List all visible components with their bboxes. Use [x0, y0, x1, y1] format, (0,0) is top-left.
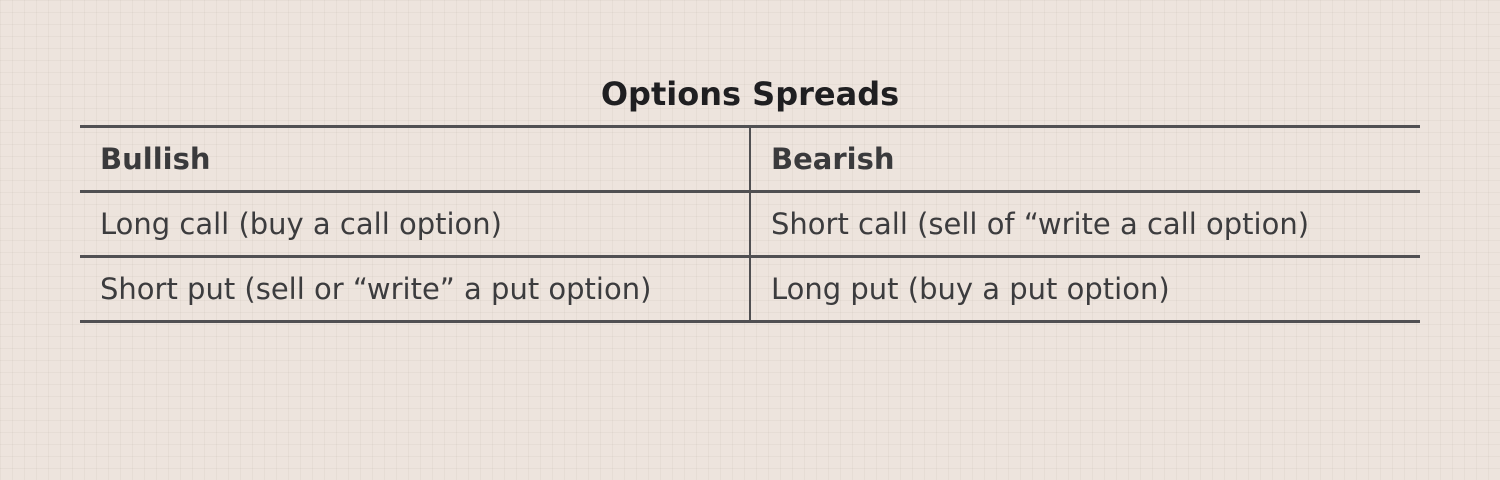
table-row: Long call (buy a call option) Short call… — [80, 190, 1420, 258]
table-cell: Short put (sell or “write” a put option) — [80, 255, 751, 323]
table-row: Short put (sell or “write” a put option)… — [80, 255, 1420, 323]
page-title: Options Spreads — [600, 75, 900, 113]
table-cell: Long call (buy a call option) — [80, 190, 751, 258]
column-header-bullish: Bullish — [80, 125, 751, 193]
options-spreads-table: Bullish Bearish Long call (buy a call op… — [80, 125, 1420, 323]
table-header-row: Bullish Bearish — [80, 125, 1420, 193]
table-cell: Short call (sell of “write a call option… — [750, 190, 1420, 258]
table-cell: Long put (buy a put option) — [750, 255, 1420, 323]
column-header-bearish: Bearish — [750, 125, 1420, 193]
